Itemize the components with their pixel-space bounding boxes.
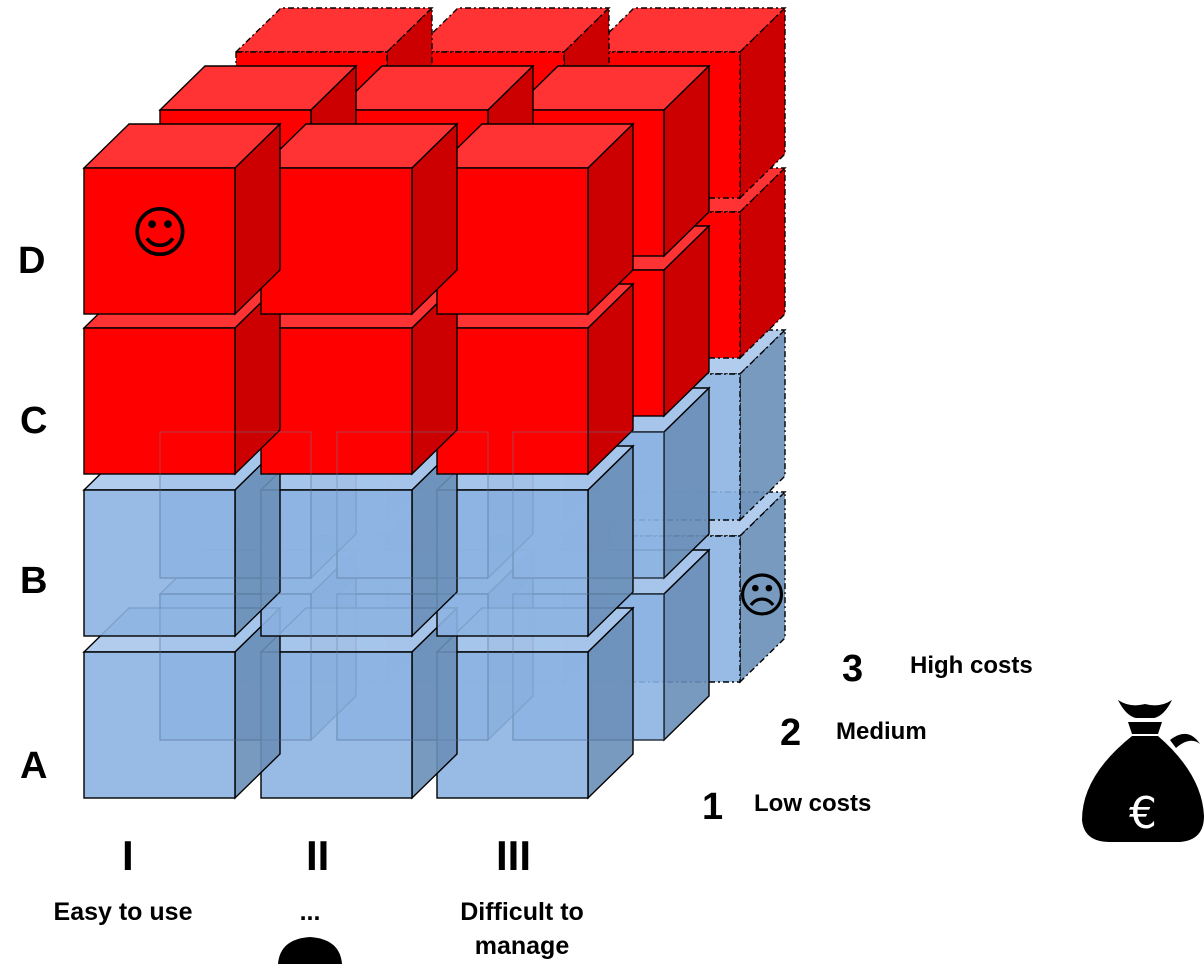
row-label-c: C <box>20 400 48 442</box>
cube-r1-c3-d3-side <box>739 490 786 684</box>
cube-r1-c2-d1-front <box>260 651 413 799</box>
depth-number-1: 1 <box>702 786 724 828</box>
cube-r3-c2-d1-front <box>260 327 413 475</box>
cube-r2-c3-d3-side <box>739 328 786 522</box>
smiley-face-icon: ☺ <box>131 201 189 266</box>
cube-r4-c3-d1-front <box>436 167 589 315</box>
cube-r3-c3-d3-side <box>739 166 786 360</box>
hidden-edge-r1-c1 <box>159 593 312 741</box>
hidden-edge-r1-c3 <box>512 593 665 741</box>
money-bag-icon: € <box>1082 700 1204 842</box>
column-numeral-2: II <box>306 832 330 879</box>
depth-number-2: 2 <box>780 712 802 754</box>
column-label-3: Difficult to manage <box>460 898 584 960</box>
cube-r1-c3-d1-front <box>436 651 589 799</box>
hidden-edge-r2-c3 <box>512 431 665 579</box>
depth-label-3: High costs <box>910 652 1033 679</box>
column-label-1: Easy to use <box>53 898 193 926</box>
cube-r4-c1-d1 <box>82 122 282 316</box>
cropped-icon <box>278 937 342 964</box>
row-label-d: D <box>18 240 46 282</box>
column-numeral-1: I <box>122 832 134 879</box>
hidden-edge-r1-c2 <box>336 593 489 741</box>
cube-r4-c3-d3-side <box>739 6 786 200</box>
euro-icon: € <box>1129 788 1157 839</box>
cube-r1-c1-d1 <box>82 606 282 800</box>
depth-label-1: Low costs <box>754 790 872 817</box>
cube-r4-c2-d1-front <box>260 167 413 315</box>
hidden-edge-r2-c2 <box>336 431 489 579</box>
column-numeral-3: III <box>496 832 532 879</box>
hidden-edge-r2-c1 <box>159 431 312 579</box>
transparency-lines <box>159 431 665 741</box>
row-label-b: B <box>20 560 48 602</box>
cube-r2-c1-d1-front <box>83 489 236 637</box>
cube-r3-c3-d1-front <box>436 327 589 475</box>
cube-r2-c3-d1-front <box>436 489 589 637</box>
depth-number-3: 3 <box>842 648 864 690</box>
cube-r1-c1-d1-front <box>83 651 236 799</box>
cube-r2-c2-d1-front <box>260 489 413 637</box>
cube-r4-c3-d1 <box>435 122 635 316</box>
cube-r3-c1-d1-front <box>83 327 236 475</box>
row-label-a: A <box>20 745 48 787</box>
column-label-2: ... <box>299 898 321 926</box>
depth-label-2: Medium <box>836 718 927 745</box>
frowning-face-icon: ☹ <box>737 568 787 624</box>
cube-r4-c1-d1-front <box>83 167 236 315</box>
cube-r4-c2-d1 <box>259 122 459 316</box>
